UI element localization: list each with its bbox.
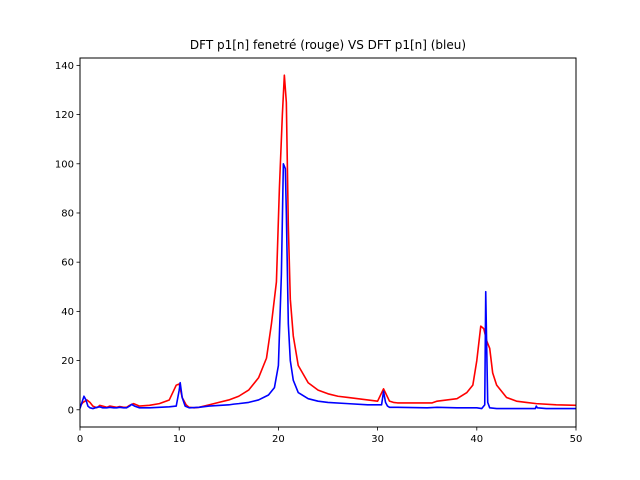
y-tick-label: 100 <box>55 159 74 170</box>
x-tick-label: 30 <box>371 434 384 445</box>
ticks-layer: 0 10 20 30 40 50 0 20 40 60 80 100 120 140 <box>55 61 582 445</box>
y-tick-label: 20 <box>61 356 74 367</box>
plot-frame <box>79 57 577 428</box>
x-tick-label: 50 <box>570 434 583 445</box>
y-tick-label: 140 <box>55 61 74 72</box>
chart-title: DFT p1[n] fenetré (rouge) VS DFT p1[n] (… <box>190 38 466 52</box>
y-tick-label: 0 <box>68 405 74 416</box>
y-tick-label: 80 <box>61 208 74 219</box>
series-line-1 <box>79 162 576 410</box>
y-tick-label: 120 <box>55 110 74 121</box>
series-layer <box>79 74 577 410</box>
y-tick-label: 40 <box>61 307 74 318</box>
y-tick-label: 60 <box>61 258 74 269</box>
x-tick-label: 20 <box>272 434 285 445</box>
x-tick-label: 40 <box>470 434 483 445</box>
x-tick-label: 10 <box>173 434 186 445</box>
x-tick-label: 0 <box>77 434 83 445</box>
